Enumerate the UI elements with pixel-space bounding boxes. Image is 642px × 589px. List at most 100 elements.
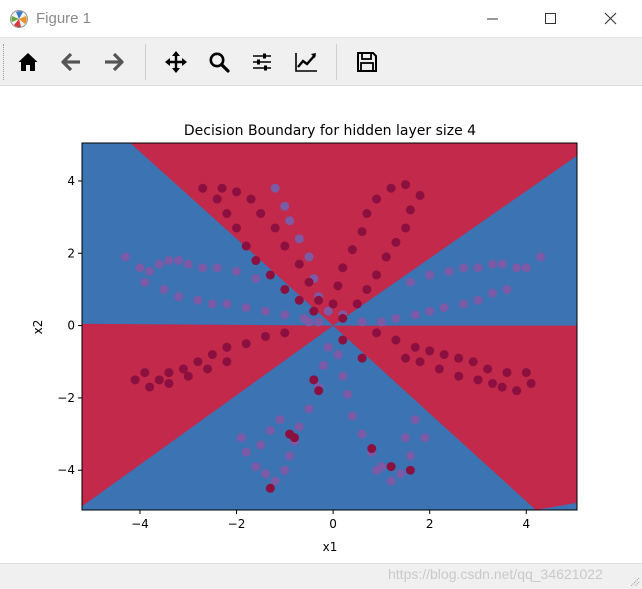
scatter-point-class0 (357, 317, 367, 327)
x-tick-label: 4 (522, 517, 530, 531)
minimize-icon (487, 18, 498, 20)
scatter-point-class0 (338, 371, 348, 381)
scatter-point-class1 (280, 284, 290, 294)
scatter-point-class0 (280, 465, 290, 475)
scatter-point-class0 (285, 451, 295, 461)
scatter-point-class0 (145, 266, 155, 276)
scatter-point-class1 (193, 357, 203, 367)
scatter-point-class1 (280, 328, 290, 338)
scatter-point-class0 (212, 263, 222, 273)
back-button[interactable] (53, 44, 89, 80)
scatter-point-class0 (391, 313, 401, 323)
forward-button[interactable] (96, 44, 132, 80)
home-button[interactable] (10, 44, 46, 80)
scatter-point-class0 (459, 263, 469, 273)
subplots-button[interactable] (244, 44, 280, 80)
toolbar-separator (145, 44, 146, 80)
scatter-point-class1 (410, 342, 420, 352)
pan-button[interactable] (158, 44, 194, 80)
scatter-point-class0 (459, 299, 469, 309)
scatter-point-class0 (497, 259, 507, 269)
scatter-point-class1 (251, 256, 261, 266)
scatter-point-class1 (256, 209, 266, 219)
home-icon (18, 53, 38, 71)
scatter-point-class1 (309, 375, 319, 385)
scatter-point-class1 (468, 357, 478, 367)
scatter-point-class0 (439, 303, 449, 313)
toolbar-grip[interactable] (3, 44, 6, 80)
scatter-point-class1 (183, 371, 193, 381)
scatter-point-class1 (405, 465, 415, 475)
scatter-point-class0 (159, 284, 169, 294)
scatter-point-class0 (314, 317, 324, 327)
decision-boundary-chart[interactable]: Decision Boundary for hidden layer size … (0, 87, 642, 563)
scatter-point-class1 (439, 350, 449, 360)
scatter-point-class0 (333, 350, 343, 360)
close-button[interactable] (588, 0, 634, 38)
zoom-button[interactable] (201, 44, 237, 80)
scatter-point-class1 (415, 357, 425, 367)
scatter-point-class0 (154, 259, 164, 269)
scatter-point-class0 (241, 447, 251, 457)
scatter-point-class0 (261, 469, 271, 479)
scatter-point-class1 (280, 241, 290, 251)
save-button[interactable] (349, 44, 385, 80)
scatter-point-class1 (405, 205, 415, 215)
minimize-button[interactable] (470, 0, 516, 38)
scatter-point-class0 (232, 266, 242, 276)
figure-canvas[interactable]: Decision Boundary for hidden layer size … (0, 87, 642, 563)
scatter-point-class1 (454, 371, 464, 381)
scatter-point-class1 (222, 209, 232, 219)
line-chart-icon (295, 53, 317, 72)
scatter-point-class1 (154, 375, 164, 385)
watermark-text: https://blog.csdn.net/qq_34621022 (388, 566, 603, 582)
scatter-point-class0 (502, 284, 512, 294)
scatter-point-class1 (391, 335, 401, 345)
scatter-point-class1 (362, 209, 372, 219)
scatter-point-class1 (372, 270, 382, 280)
scatter-point-class1 (434, 364, 444, 374)
scatter-point-class0 (323, 342, 333, 352)
scatter-point-class1 (386, 462, 396, 472)
scatter-point-class1 (285, 429, 295, 439)
scatter-point-class0 (265, 425, 275, 435)
chart-title: Decision Boundary for hidden layer size … (184, 123, 476, 139)
scatter-point-class1 (261, 331, 271, 341)
decision-regions (82, 143, 577, 510)
scatter-point-class1 (265, 270, 275, 280)
y-tick-label: 0 (67, 319, 75, 333)
maximize-button[interactable] (528, 0, 574, 38)
edit-axes-button[interactable] (287, 44, 323, 80)
scatter-point-class1 (347, 245, 357, 255)
scatter-point-class1 (265, 483, 275, 493)
scatter-point-class0 (207, 299, 217, 309)
scatter-point-class0 (304, 317, 314, 327)
scatter-point-class1 (487, 378, 497, 388)
scatter-point-class0 (140, 277, 150, 287)
scatter-point-class0 (521, 263, 531, 273)
arrow-right-icon (105, 52, 124, 72)
scatter-point-class1 (367, 444, 377, 454)
scatter-point-class1 (338, 313, 348, 323)
scatter-point-class0 (357, 429, 367, 439)
scatter-point-class0 (487, 288, 497, 298)
scatter-point-class0 (198, 263, 208, 273)
x-tick-label: 2 (426, 517, 434, 531)
scatter-point-class1 (338, 335, 348, 345)
scatter-point-class1 (362, 284, 372, 294)
resize-grip-icon[interactable] (628, 575, 640, 587)
scatter-point-class1 (314, 295, 324, 305)
scatter-point-class1 (217, 183, 227, 193)
scatter-point-class1 (294, 295, 304, 305)
scatter-point-class0 (270, 183, 280, 193)
maximize-icon (545, 13, 556, 24)
scatter-point-class1 (497, 382, 507, 392)
scatter-point-class0 (222, 299, 232, 309)
scatter-point-class0 (396, 469, 406, 479)
scatter-point-class1 (386, 183, 396, 193)
scatter-point-class1 (314, 386, 324, 396)
y-tick-label: −4 (57, 463, 75, 477)
window-title-bar: Figure 1 (0, 0, 642, 38)
x-tick-label: −4 (131, 517, 149, 531)
scatter-point-class0 (251, 274, 261, 284)
